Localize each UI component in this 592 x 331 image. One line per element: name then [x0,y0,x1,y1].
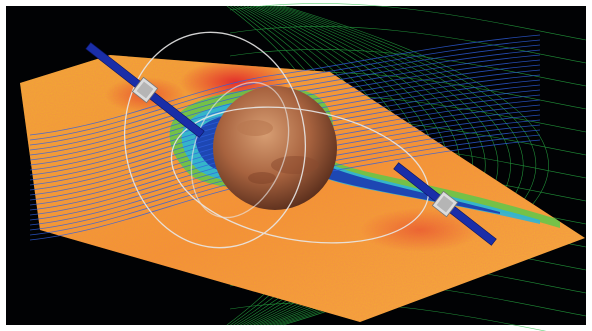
orbit-paths [123,31,430,249]
spacecraft-right [393,162,497,246]
spacecraft-left [85,42,205,138]
mars-planet [213,86,337,210]
